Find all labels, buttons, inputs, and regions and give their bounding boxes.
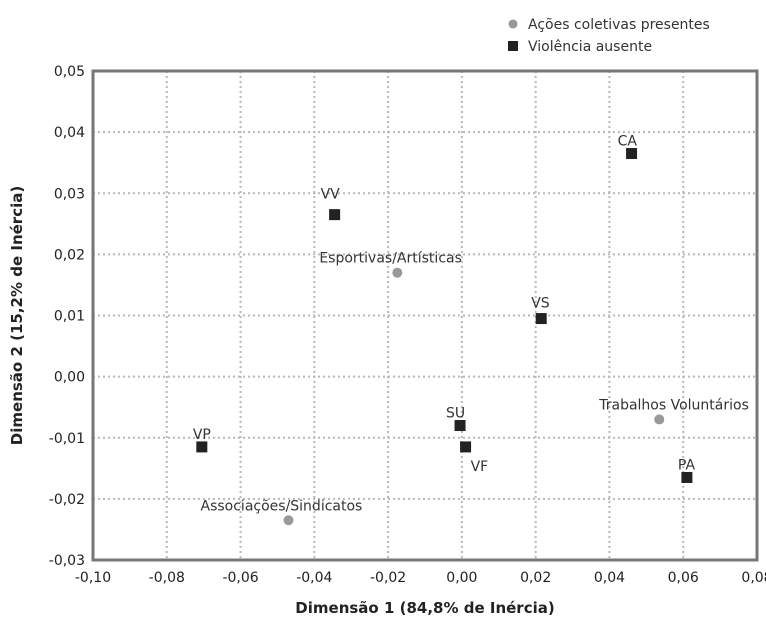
legend-marker-circle: [508, 19, 518, 29]
y-axis-title: Dimensão 2 (15,2% de Inércia): [8, 186, 26, 445]
point-label-ca: CA: [618, 134, 638, 150]
y-tick-label: 0,04: [54, 125, 85, 141]
point-trabalhos-volunt-rios: [654, 414, 665, 425]
y-tick-label: -0,01: [49, 431, 85, 447]
data-points: Esportivas/Artísticas Trabalhos Voluntári…: [193, 134, 749, 526]
point-label-vv: VV: [321, 187, 341, 203]
grid: [93, 71, 757, 560]
y-tick-labels: 0,05 0,04 0,03 0,02 0,01 0,00 -0,01 -0,02 -0,03: [49, 64, 85, 569]
point-label-esportivas-art-sticas: Esportivas/Artísticas: [319, 251, 462, 267]
legend-label-violencia: Violência ausente: [528, 39, 652, 55]
plot-frame: [91, 69, 759, 562]
point-label-trabalhos-volunt-rios: Trabalhos Voluntários: [598, 397, 749, 413]
x-tick-label: 0,02: [520, 570, 551, 586]
x-tick-label: -0,06: [222, 570, 258, 586]
y-tick-label: 0,02: [54, 247, 85, 263]
point-vf: [460, 441, 472, 453]
x-tick-label: -0,04: [296, 570, 332, 586]
point-pa: [681, 471, 693, 483]
x-axis-title: Dimensão 1 (84,8% de Inércia): [295, 599, 554, 617]
point-label-associa-es-sindicatos: Associações/Sindicatos: [201, 498, 363, 514]
legend-label-acoes: Ações coletivas presentes: [528, 17, 710, 33]
x-tick-label: 0,04: [594, 570, 625, 586]
y-tick-label: 0,00: [54, 370, 85, 386]
x-tick-label: 0,06: [668, 570, 699, 586]
point-label-vp: VP: [193, 427, 211, 443]
y-tick-label: -0,02: [49, 492, 85, 508]
point-ca: [626, 148, 638, 160]
x-tick-label: -0,02: [370, 570, 406, 586]
y-tick-label: 0,05: [54, 64, 85, 80]
y-tick-label: 0,01: [54, 309, 85, 325]
x-tick-label: 0,08: [741, 570, 766, 586]
point-label-su: SU: [446, 406, 465, 422]
x-tick-label: 0,00: [446, 570, 477, 586]
legend-marker-square: [508, 41, 518, 51]
point-label-vf: VF: [471, 459, 489, 475]
x-tick-label: -0,08: [149, 570, 185, 586]
legend: Ações coletivas presentes Violência ause…: [508, 17, 710, 55]
point-vs: [535, 313, 547, 325]
x-tick-labels: -0,10 -0,08 -0,06 -0,04 -0,02 0,00 0,02 0,04 0,0…: [75, 570, 766, 586]
point-label-pa: PA: [678, 457, 696, 473]
point-su: [454, 420, 466, 432]
y-tick-label: -0,03: [49, 553, 85, 569]
point-vp: [196, 441, 208, 453]
point-vv: [329, 209, 341, 221]
point-associa-es-sindicatos: [283, 515, 294, 526]
x-tick-label: -0,10: [75, 570, 111, 586]
point-esportivas-art-sticas: [392, 267, 403, 278]
point-label-vs: VS: [531, 296, 550, 312]
y-tick-label: 0,03: [54, 186, 85, 202]
